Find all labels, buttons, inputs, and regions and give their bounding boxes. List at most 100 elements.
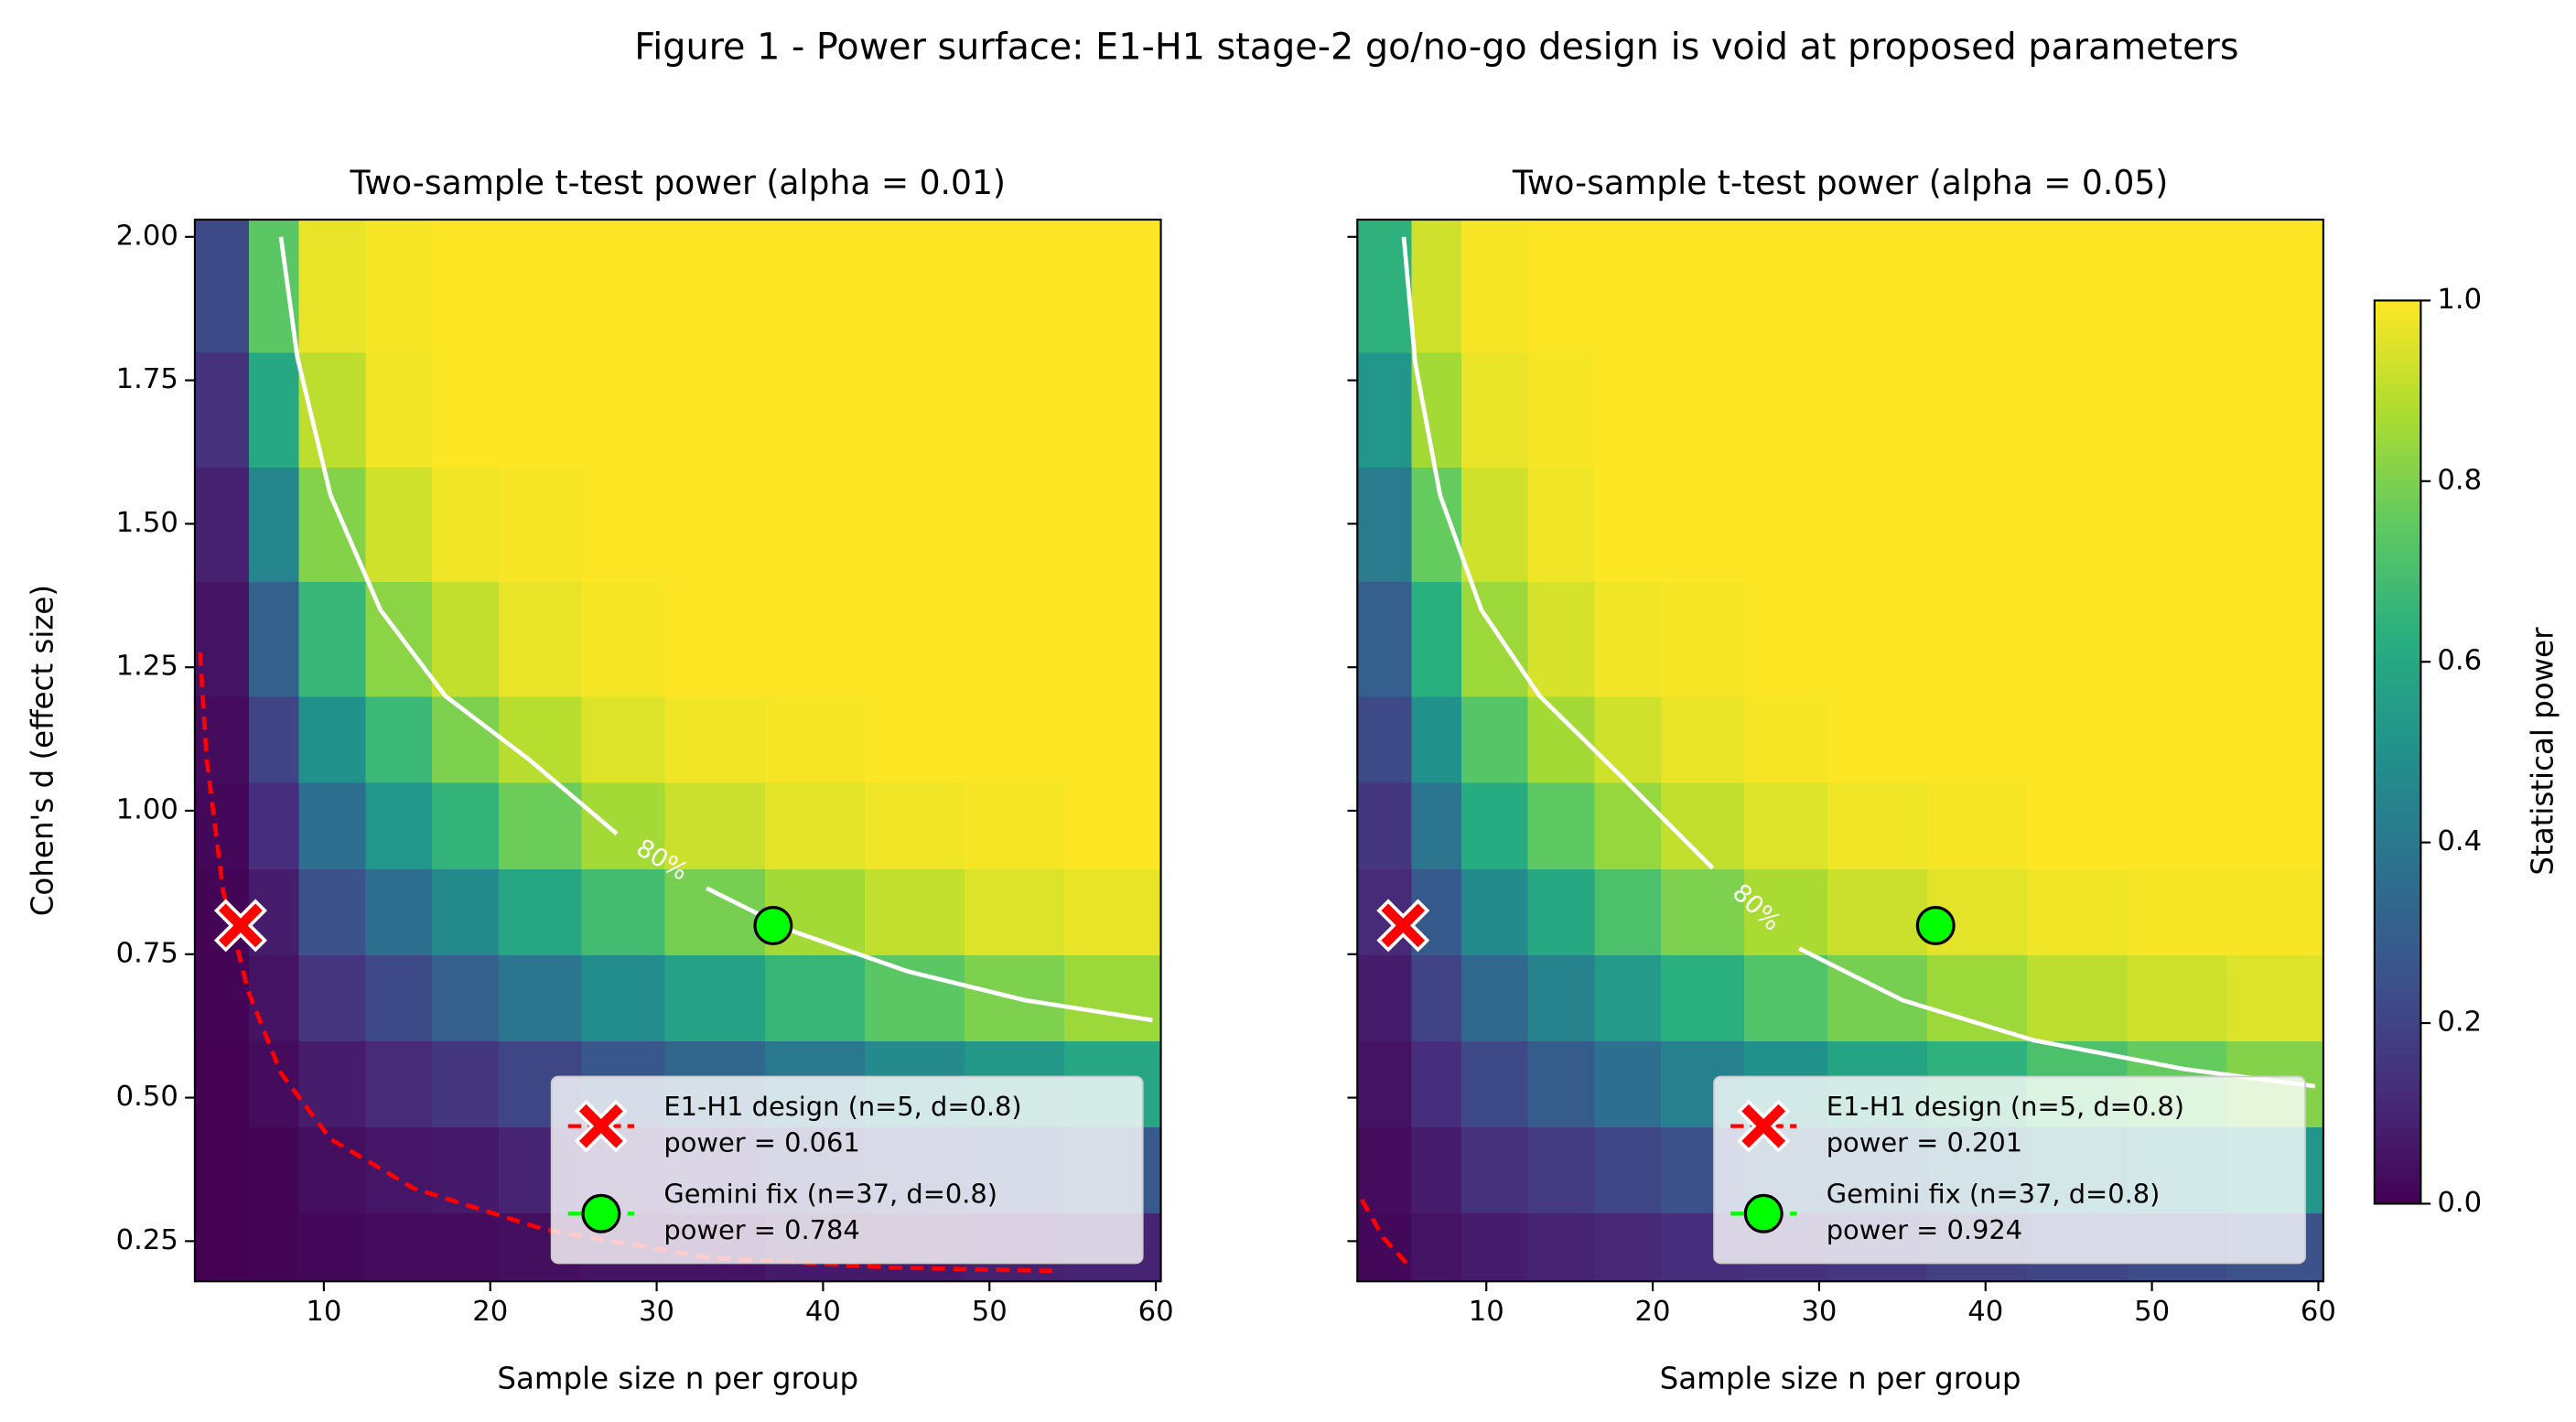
heatmap-cell [581,581,666,697]
heatmap-cell [964,219,1066,353]
y-tick-label: 0.75 [116,937,178,969]
plot-area: 80% [1357,219,2323,1282]
heatmap-cell [1744,219,1829,353]
heatmap-cell [365,781,434,869]
heatmap-cell [498,351,583,468]
heatmap-cell [664,953,766,1041]
heatmap-cell [1357,1212,1413,1282]
legend-power: power = 0.061 [663,1126,859,1158]
heatmap-cell [194,351,251,468]
heatmap-cell [2027,867,2129,955]
heatmap-cell [1594,466,1663,583]
heatmap-cell [1460,781,1529,869]
heatmap-cell [194,1040,251,1128]
heatmap-cell [1064,781,1161,869]
heatmap-cell [581,867,666,955]
heatmap-cell [249,351,300,468]
heatmap-cell [194,581,251,697]
heatmap-cell [1460,953,1529,1041]
heatmap-cell [249,1212,300,1282]
heatmap-cell [1064,466,1161,583]
y-tick-label: 0.25 [116,1224,178,1256]
heatmap-cell [194,219,251,353]
y-tick-label: 1.50 [116,507,178,539]
x-tick-label: 10 [306,1296,341,1328]
x-tick-label: 40 [805,1296,841,1328]
legend-power: power = 0.784 [663,1214,859,1245]
heatmap-cell [1527,781,1596,869]
x-marker [574,1099,628,1153]
heatmap-cell [498,581,583,697]
colorbar [2373,299,2422,1205]
heatmap-cell [1594,695,1663,783]
heatmap-cell [249,695,300,783]
heatmap-cell [2127,953,2228,1041]
heatmap-cell [432,1040,500,1128]
heatmap-cell [864,867,966,955]
x-axis-label: Sample size n per group [1660,1362,2021,1396]
heatmap-cell [1594,581,1663,697]
heatmap-cell [1661,351,1746,468]
y-tick-label: 2.00 [116,220,178,252]
heatmap-cell [1411,1126,1463,1214]
heatmap-cell [1927,466,2029,583]
heatmap-cell [1744,466,1829,583]
contour-line [1360,1199,1413,1269]
heatmap-cell [249,1126,300,1214]
marker-dot [581,1193,621,1233]
heatmap-cell [432,953,500,1041]
heatmap-cell [664,781,766,869]
heatmap-cell [1411,581,1463,697]
heatmap-cell [298,867,367,955]
heatmap-cell [664,466,766,583]
heatmap-cell [194,1212,251,1282]
heatmap-cell [2226,351,2323,468]
heatmap-cell [298,466,367,583]
heatmap-cell [2226,219,2323,353]
y-tick-label: 1.75 [116,363,178,395]
y-axis-label: Cohen's d (effect size) [26,585,60,916]
marker-dot [1915,905,1956,945]
heatmap-cell [1064,219,1161,353]
heatmap-cell [432,781,500,869]
heatmap-cell [1527,1212,1596,1282]
legend-label: E1-H1 design (n=5, d=0.8) [1827,1091,2184,1122]
heatmap-cell [1357,1040,1413,1128]
heatmap-cell [2127,466,2228,583]
heatmap-cell [1527,351,1596,468]
heatmap-cell [1744,781,1829,869]
y-tick-label: 1.00 [116,793,178,825]
heatmap-cell [1744,351,1829,468]
marker-dot [1743,1193,1784,1233]
heatmap-cell [1460,581,1529,697]
colorbar-tick-label: 0.8 [2437,464,2482,496]
heatmap-cell [964,867,1066,955]
heatmap-cell [1411,1040,1463,1128]
heatmap-cell [1460,1126,1529,1214]
heatmap-cell [365,466,434,583]
heatmap-cell [1927,581,2029,697]
heatmap-cell [1827,953,1929,1041]
heatmap-cell [2027,695,2129,783]
heatmap-cell [2127,781,2228,869]
heatmap-cell [1064,351,1161,468]
heatmap-cell [249,581,300,697]
heatmap-cell [864,953,966,1041]
heatmap-cell [864,781,966,869]
heatmap-cell [1411,219,1463,353]
heatmap-cell [964,695,1066,783]
heatmap-cell [1460,1212,1529,1282]
heatmap-cell [1744,953,1829,1041]
heatmap-cell [1661,219,1746,353]
x-tick-label: 40 [1967,1296,2003,1328]
marker-cross [1381,903,1426,948]
heatmap-cell [298,781,367,869]
heatmap-cell [1411,351,1463,468]
heatmap-cell [1064,953,1161,1041]
legend-label: Gemini fix (n=37, d=0.8) [663,1178,997,1209]
heatmap-cell [1594,1040,1663,1128]
heatmap-cell [2226,695,2323,783]
colorbar-label: Statistical power [2526,627,2560,876]
